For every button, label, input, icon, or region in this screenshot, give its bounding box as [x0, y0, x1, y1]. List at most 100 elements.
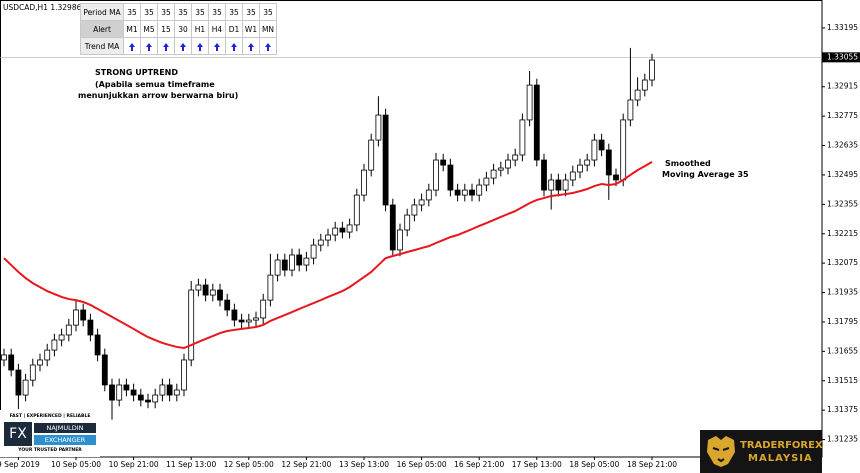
y-tick-label: 1.32075 [827, 258, 858, 267]
candle-body [195, 284, 202, 291]
candle-body [65, 324, 72, 336]
candle-body [224, 299, 231, 311]
current-price-label: 1.33055 [827, 52, 858, 61]
table-cell: 35 [123, 3, 141, 21]
logo-text: NAJMULDIN [34, 423, 96, 433]
table-cell: 15 [157, 20, 175, 38]
annotation: Smoothed [665, 159, 711, 168]
candle-body [454, 189, 461, 196]
table-cell: M1 [123, 20, 141, 38]
candle-body [109, 384, 115, 401]
candle-body [620, 119, 627, 181]
up-arrow [248, 42, 254, 51]
candle-body [512, 154, 519, 161]
candle-body [44, 349, 51, 361]
table-row: Alert M1 M5 15 30 H1 H4 D1 W1 MN [80, 20, 277, 38]
x-tick-label: 11 Sep 13:00 [166, 460, 216, 469]
table-cell: 30 [174, 20, 192, 38]
candle-body [627, 99, 634, 121]
y-tick-label: 1.31655 [827, 346, 858, 355]
candle-body [447, 164, 454, 191]
table-cell: H4 [208, 20, 226, 38]
candle-body [325, 234, 331, 241]
candle-body [29, 364, 36, 381]
candle-body [267, 274, 274, 301]
trend-arrow-cell [191, 37, 209, 55]
annotation: menunjukkan arrow berwarna biru) [78, 91, 239, 100]
trend-arrow-cell [208, 37, 226, 55]
up-arrow [197, 42, 203, 51]
candle-body [123, 384, 130, 391]
up-arrow [163, 42, 169, 51]
candle-body [368, 139, 375, 171]
trend-arrow-cell [242, 37, 260, 55]
x-tick-label: 12 Sep 21:00 [281, 460, 331, 469]
x-tick-label: 16 Sep 05:00 [397, 460, 447, 469]
x-tick-label: 18 Sep 05:00 [569, 460, 619, 469]
candle-body [8, 354, 15, 371]
table-cell: Period MA [80, 3, 124, 21]
candle-body [555, 179, 562, 191]
candle-body [418, 199, 425, 206]
candle-body [58, 334, 65, 341]
candle-body [461, 189, 468, 196]
candle-body [533, 84, 540, 161]
candle-body [404, 214, 411, 231]
candle-body [483, 177, 490, 186]
candle-body [425, 189, 432, 201]
current-price-box [822, 52, 860, 63]
trend-arrow-cell [225, 37, 243, 55]
candle-body [526, 84, 533, 121]
trend-arrow-cell [259, 37, 277, 55]
table-cell: 35 [225, 3, 243, 21]
trend-arrow-cell [174, 37, 192, 55]
candle-body [649, 59, 655, 81]
ma-table: Period MA 35 35 35 35 35 35 35 35 35 Alert M1 M5 15 30… [80, 3, 277, 55]
candle-body [202, 284, 209, 296]
table-row: Period MA 35 35 35 35 35 35 35 35 35 [80, 3, 277, 21]
candle-body [37, 359, 43, 366]
annotation: STRONG UPTREND [95, 68, 179, 77]
y-tick-label: 1.31515 [827, 376, 858, 385]
candle-body [260, 299, 267, 319]
x-tick-label: 9 Sep 2019 [0, 460, 40, 469]
table-cell: H1 [191, 20, 209, 38]
up-arrow [265, 42, 271, 51]
tiger-icon [707, 436, 735, 467]
candle-body [562, 179, 569, 191]
candle-body [296, 254, 303, 266]
candle-body [87, 319, 94, 336]
y-tick-label: 1.31935 [827, 288, 858, 297]
candle-body [238, 319, 245, 323]
candle-body [440, 159, 447, 166]
candle-body [274, 259, 281, 276]
moving-average-line [3, 161, 653, 350]
candle-body [548, 179, 555, 191]
table-cell: Alert [80, 20, 124, 38]
y-tick-label: 1.31375 [827, 405, 858, 414]
logo-text: EXCHANGER [34, 435, 96, 445]
candle-body [101, 354, 108, 386]
candle-body [389, 204, 396, 251]
y-tick-label: 1.32635 [827, 141, 858, 150]
table-row: Trend MA [80, 37, 277, 55]
candle-body [382, 114, 389, 206]
table-cell: 35 [259, 3, 277, 21]
trend-arrow-cell [140, 37, 158, 55]
candle-body [591, 139, 598, 161]
candle-body [303, 257, 310, 266]
candle-body [397, 229, 403, 251]
candle-body [490, 169, 497, 179]
candle-body [569, 171, 576, 181]
candle-body [51, 339, 58, 351]
trend-arrow-cell [157, 37, 175, 55]
logo-text: MALAYSIA [748, 453, 813, 464]
candle-body [130, 389, 137, 396]
candle-body [519, 119, 526, 156]
y-tick-label: 1.32915 [827, 82, 858, 91]
candle-body [375, 114, 382, 141]
logo-text: FX [4, 422, 32, 446]
candle-body [577, 164, 583, 173]
candle-body [22, 379, 29, 396]
